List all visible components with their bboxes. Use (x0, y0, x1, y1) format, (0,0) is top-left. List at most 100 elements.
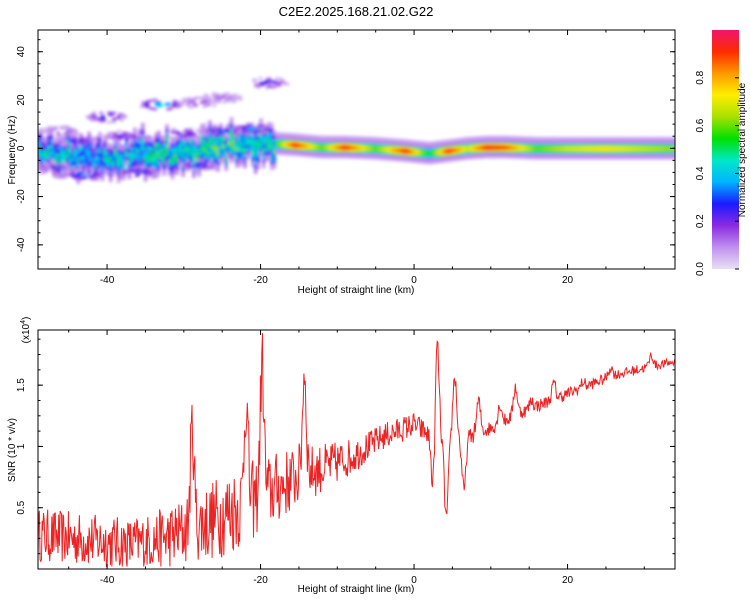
spectrogram-cell (597, 141, 602, 144)
spectrogram-cell (380, 146, 384, 149)
spectrogram-blob-cell (68, 133, 72, 137)
spectrogram-cell (267, 139, 271, 142)
spectrogram-cell (133, 143, 137, 147)
spectrogram-cell (667, 154, 672, 157)
spectrogram-blob-cell (46, 132, 50, 135)
spectrogram-cell (216, 162, 220, 165)
spectrogram-cell (65, 144, 70, 148)
spectrogram-cell (621, 147, 626, 150)
spectrogram-cell (407, 139, 411, 143)
spectrogram-cell (165, 164, 169, 168)
spectrogram-cell (589, 136, 594, 140)
spectrogram-blob-cell (80, 137, 84, 140)
spectrogram-cell (98, 148, 102, 151)
spectrogram-cell (584, 151, 588, 154)
spectrogram-cell (270, 164, 274, 168)
spectrogram-cell (412, 160, 416, 163)
spectrogram-cell (538, 136, 543, 140)
spectrogram-cell (412, 154, 416, 158)
spectrogram-cell (213, 153, 218, 156)
spectrogram-cell (514, 136, 518, 139)
spectrogram-cell (291, 153, 295, 156)
spectrogram-cell (296, 139, 301, 142)
spectrogram-cell (294, 146, 298, 149)
spectrogram-cell (176, 156, 180, 160)
spectrogram-cell (57, 171, 62, 175)
spectrogram-cell (651, 142, 655, 146)
spectrogram-cell (342, 144, 347, 147)
spectrogram-cell (356, 136, 360, 139)
spectrogram-cell (208, 149, 212, 152)
spectrogram-cell (60, 160, 64, 163)
spectrogram-cell (272, 151, 277, 155)
spectrogram-cell (259, 151, 263, 155)
spectrogram-cell (63, 144, 67, 147)
spectrogram-cell (141, 153, 145, 156)
spectrogram-cell (159, 166, 164, 169)
spectrogram-blob-cell (61, 126, 65, 130)
spectrogram-cell (122, 158, 126, 162)
spectrogram-cell (570, 151, 575, 154)
spectrogram-cell (103, 162, 107, 166)
spectrogram-cell (184, 143, 188, 146)
spectrogram-cell (272, 134, 277, 137)
spectrogram-cell (345, 153, 349, 156)
spectrogram-cell (605, 144, 610, 147)
spectrogram-cell (361, 149, 365, 152)
spectrogram-cell (608, 152, 612, 156)
spectrogram-cell (149, 160, 153, 164)
spectrogram-cell (428, 143, 432, 146)
spectrogram-cell (39, 139, 43, 143)
spectrogram-cell (213, 147, 218, 150)
spectrogram-cell (165, 128, 169, 131)
spectrogram-cell (452, 150, 457, 153)
spectrogram-cell (189, 158, 193, 162)
spectrogram-cell (127, 173, 132, 177)
spectrogram-cell (388, 152, 392, 155)
spectrogram-cell (146, 165, 150, 168)
spectrogram-cell (356, 153, 360, 157)
spectrogram-cell (38, 145, 40, 148)
spectrogram-cell (487, 140, 492, 143)
spectrogram-cell (192, 152, 196, 156)
spectrogram-cell (146, 139, 150, 142)
spectrogram-cell (111, 146, 116, 150)
spectrogram-cell (415, 154, 419, 158)
spectrogram-cell (52, 156, 56, 159)
spectrogram-cell (82, 144, 86, 147)
spectrogram-cell (337, 150, 341, 153)
spectrogram-cell (321, 150, 325, 153)
spectrogram-cell (399, 144, 403, 148)
spectrogram-cell (307, 149, 312, 152)
spectrogram-cell (425, 157, 430, 160)
spectrogram-cell (412, 143, 416, 146)
spectrogram-cell (605, 136, 610, 140)
spectrogram-cell (487, 144, 492, 147)
spectrogram-cell (544, 148, 548, 151)
spectrogram-cell (44, 142, 48, 145)
spectrogram-cell (248, 134, 253, 138)
spectrogram-cell (455, 155, 459, 159)
spectrogram-cell (55, 143, 59, 147)
spectrogram-cell (305, 150, 309, 153)
spectrogram-cell (173, 169, 177, 173)
spectrogram-cell (76, 155, 81, 158)
spectrogram-cell (514, 141, 518, 145)
spectrogram-cell (200, 146, 204, 150)
spectrogram-cell (339, 141, 344, 144)
spectrogram-cell (630, 136, 634, 140)
spectrogram-blob-cell (67, 127, 72, 130)
spectrogram-cell (584, 142, 588, 146)
spectrogram-cell (552, 144, 556, 147)
spectrogram-cell (436, 150, 441, 154)
spectrogram-cell (372, 139, 376, 143)
spectrogram-cell (82, 158, 86, 162)
spectrogram-cell (125, 147, 129, 150)
spectrogram-cell (74, 161, 78, 165)
spectrogram-blob-cell (118, 138, 123, 141)
spectrogram-cell (219, 149, 223, 152)
spectrogram-cell (165, 160, 169, 163)
spectrogram-cell (256, 156, 261, 159)
spectrogram-cell (613, 148, 618, 151)
spectrogram-cell (272, 154, 277, 158)
